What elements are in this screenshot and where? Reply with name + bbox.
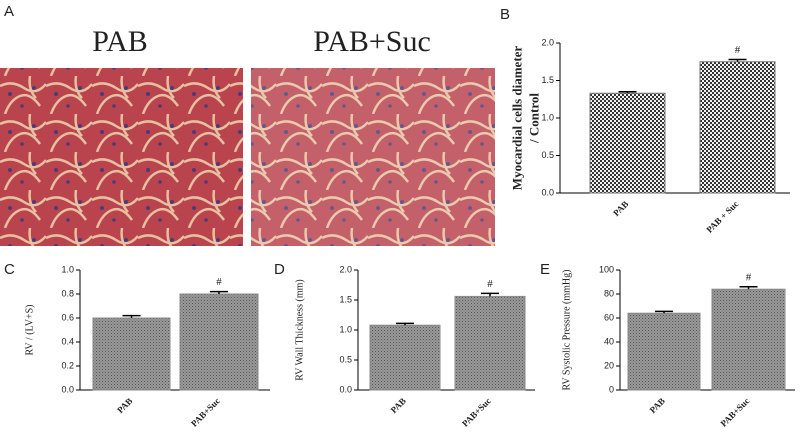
significance-mark: # — [735, 44, 741, 56]
y-tick-label: 0.5 — [339, 354, 352, 364]
significance-mark: # — [487, 278, 493, 290]
image-caption: PAB+Suc — [313, 25, 431, 58]
x-tick-label: PAB + Suc — [704, 199, 740, 235]
y-tick-label: 2.0 — [541, 37, 554, 47]
x-tick-label: PAB+Suc — [460, 396, 493, 429]
panel-letter: E — [540, 261, 550, 278]
bar — [454, 295, 526, 391]
x-tick-label: PAB+Suc — [719, 396, 752, 429]
histology-image — [251, 68, 495, 246]
x-tick-label: PAB — [115, 396, 134, 415]
y-tick-label: 1.0 — [61, 264, 74, 274]
error-bar — [396, 322, 414, 326]
x-tick-label: PAB — [611, 199, 630, 218]
bar — [711, 288, 786, 391]
y-tick-label: 80 — [604, 288, 614, 298]
error-bar — [122, 314, 141, 318]
y-tick-label: 0.4 — [61, 336, 74, 346]
panel-letter: D — [274, 261, 285, 278]
y-tick-label: 1.5 — [541, 75, 554, 85]
error-bar — [739, 286, 758, 290]
error-bar — [655, 310, 673, 314]
y-tick-label: 100 — [599, 264, 614, 274]
y-tick-label: 0.8 — [61, 288, 74, 298]
error-bar — [728, 58, 747, 62]
y-tick-label: 0 — [609, 384, 614, 394]
y-axis-label: RV Wall Thickness (mm) — [294, 279, 305, 380]
error-bar — [618, 91, 637, 94]
bar — [699, 61, 776, 194]
bar — [92, 317, 171, 391]
error-bar — [210, 290, 228, 294]
significance-mark: # — [216, 276, 222, 288]
y-axis-label: RV / (LV+S) — [24, 305, 35, 356]
y-tick-label: 1.0 — [339, 324, 352, 334]
x-tick-label: PAB — [648, 396, 667, 415]
y-tick-label: 0.6 — [61, 312, 74, 322]
y-tick-label: 1.5 — [339, 294, 352, 304]
x-tick-label: PAB — [389, 396, 408, 415]
bar — [589, 92, 666, 194]
y-tick-label: 1.0 — [541, 112, 554, 122]
bar — [179, 293, 259, 391]
panel-letter: C — [4, 261, 15, 278]
y-axis-label: / Control — [526, 93, 541, 144]
y-tick-label: 60 — [604, 312, 614, 322]
y-tick-label: 20 — [604, 360, 614, 370]
y-tick-label: 0.0 — [61, 384, 74, 394]
error-bar — [481, 292, 499, 297]
bar — [369, 324, 441, 391]
y-tick-label: 0.0 — [339, 384, 352, 394]
y-axis-label: RV Systolic Pressure (mmHg) — [561, 270, 572, 391]
panel-letter: A — [4, 3, 14, 20]
panel-letter: B — [500, 6, 510, 23]
histology-image — [0, 68, 243, 246]
y-tick-label: 2.0 — [339, 264, 352, 274]
x-tick-label: PAB+Suc — [189, 396, 222, 429]
bar — [627, 312, 701, 391]
y-axis-label: Myocardial cells diameter — [509, 46, 524, 191]
y-tick-label: 0.0 — [541, 187, 554, 197]
image-caption: PAB — [92, 25, 148, 58]
significance-mark: # — [746, 271, 752, 283]
y-tick-label: 40 — [604, 336, 614, 346]
y-tick-label: 0.5 — [541, 150, 554, 160]
y-tick-label: 0.2 — [61, 360, 74, 370]
